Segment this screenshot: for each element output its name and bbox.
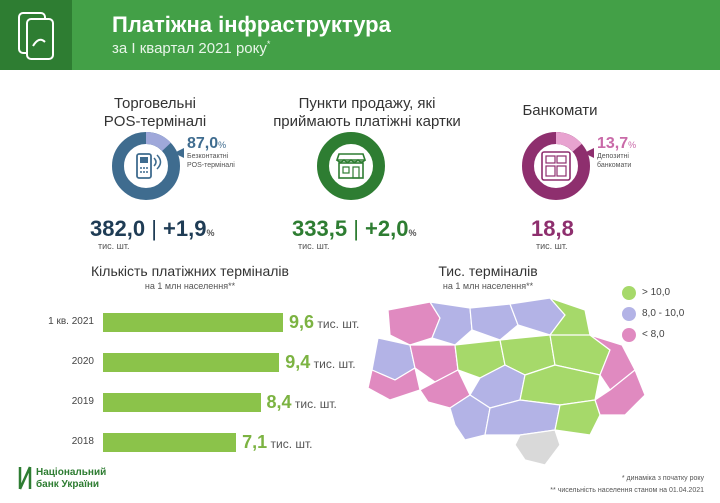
atm-unit: тис. шт. <box>536 241 568 251</box>
legend-label: > 10,0 <box>642 287 671 298</box>
atm-donut <box>522 132 590 200</box>
points-main-value: 333,5 | +2,0% <box>292 216 417 241</box>
bar-category-label: 2018 <box>71 436 94 447</box>
bar <box>103 313 283 332</box>
atm-pointer-icon <box>584 148 594 158</box>
map-subtitle: на 1 млн населення** <box>442 281 534 291</box>
map-region <box>514 429 561 466</box>
pos-contactless-share: 87,0% <box>187 135 227 152</box>
bar-category-label: 2019 <box>71 396 94 407</box>
pos-donut-accent-segment <box>112 132 180 200</box>
footnote-2: ** чисельність населення станом на 01.04… <box>550 487 704 494</box>
bar-category-label: 1 кв. 2021 <box>48 316 94 327</box>
atm-deposit-share: 13,7% <box>597 135 637 152</box>
atm-main-value: 18,8 <box>531 216 574 241</box>
map-region <box>554 399 601 436</box>
bar-chart-subtitle: на 1 млн населення** <box>144 281 236 291</box>
page-title: Платіжна інфраструктура <box>112 12 391 37</box>
pos-main-value: 382,0 | +1,9% <box>90 216 215 241</box>
subtitle-footnote-mark: * <box>266 39 271 49</box>
legend-label: < 8,0 <box>642 329 665 340</box>
bar-value-label: 7,1 тис. шт. <box>242 432 313 452</box>
pos-terminal-icon <box>136 153 162 179</box>
atm-donut-accent-segment <box>522 132 590 200</box>
legend-label: 8,0 - 10,0 <box>642 308 685 319</box>
atm-icon <box>541 151 571 181</box>
legend-swatch <box>622 328 636 342</box>
map-title: Тис. терміналів <box>438 263 538 279</box>
pos-donut <box>112 132 180 200</box>
points-donut <box>317 132 385 200</box>
header-logo-block <box>0 0 72 70</box>
map-region <box>469 303 519 341</box>
pos-title: Торговельні POS-терміналі <box>103 95 207 130</box>
points-title: Пункти продажу, які приймають платіжні к… <box>273 95 461 130</box>
shop-icon <box>335 153 367 179</box>
bar-value-label: 9,4 тис. шт. <box>285 352 356 372</box>
footnote-1: * динаміка з початку року <box>621 475 704 482</box>
atm-title: Банкомати <box>522 102 598 119</box>
bar-chart-title: Кількість платіжних терміналів <box>91 263 289 279</box>
card-logo-icon <box>18 12 54 60</box>
pos-contactless-label: Безконтактні POS-терміналі <box>187 153 235 169</box>
legend-swatch <box>622 286 636 300</box>
bar <box>103 353 280 372</box>
bar-value-label: 8,4 тис. шт. <box>266 392 337 412</box>
legend-swatch <box>622 307 636 321</box>
atm-deposit-label: Депозитні банкомати <box>597 153 632 169</box>
bar <box>103 393 261 412</box>
bar <box>103 433 237 452</box>
page-subtitle: за I квартал 2021 року* <box>112 39 271 57</box>
nbu-logo-icon <box>18 466 32 490</box>
nbu-logo-text: Національний банк України <box>36 467 107 490</box>
ukraine-map <box>367 296 646 466</box>
points-unit: тис. шт. <box>298 241 330 251</box>
bar-category-label: 2020 <box>71 356 94 367</box>
bar-value-label: 9,6 тис. шт. <box>289 312 360 332</box>
header-band <box>72 0 720 70</box>
pos-pointer-icon <box>174 148 184 158</box>
pos-unit: тис. шт. <box>98 241 130 251</box>
